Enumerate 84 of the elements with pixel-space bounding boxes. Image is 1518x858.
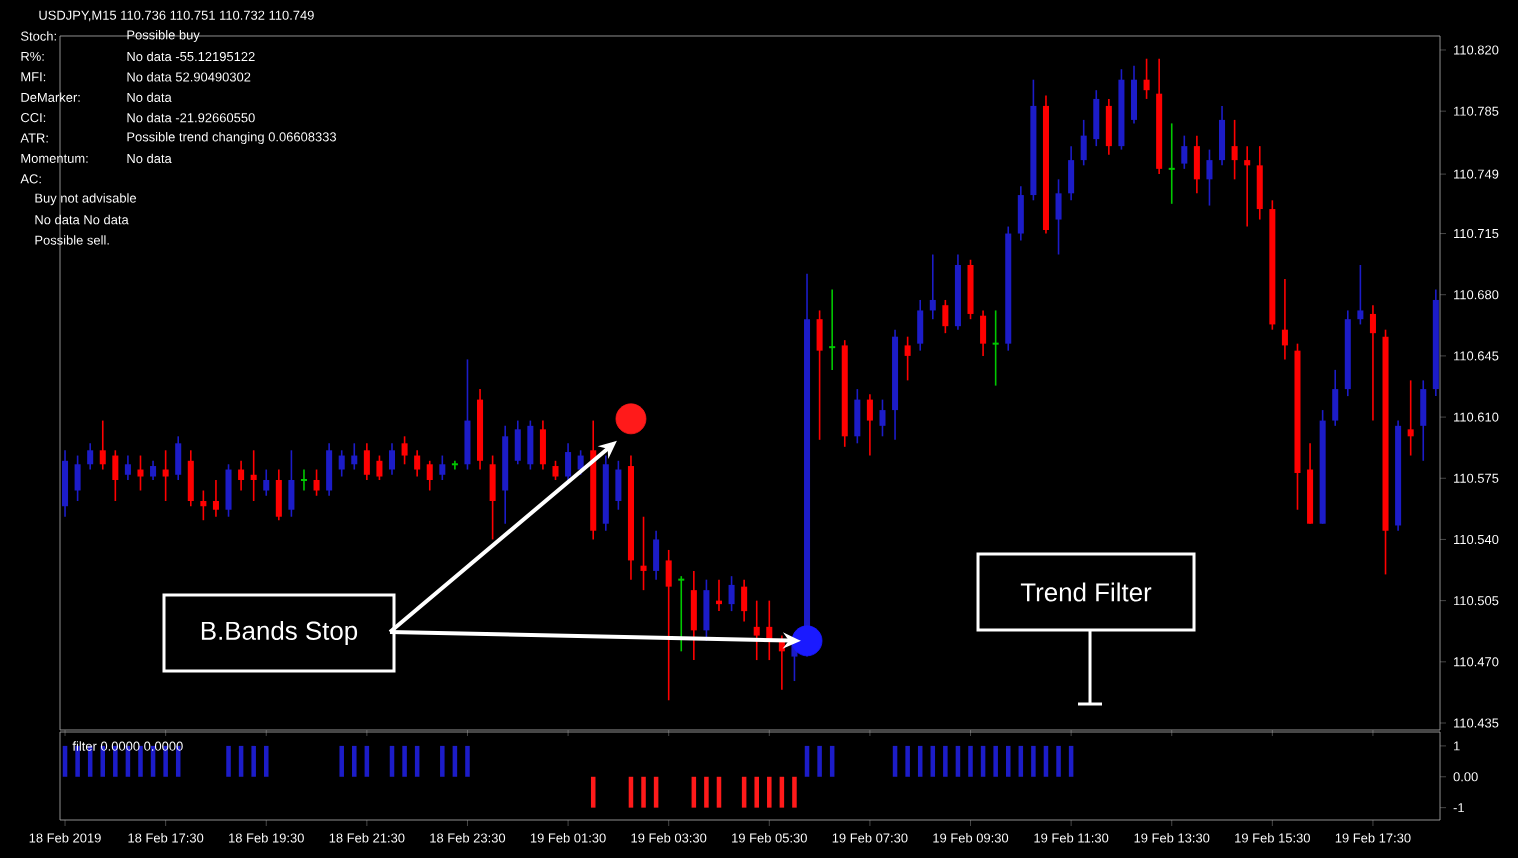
candlestick: [250, 449, 257, 502]
candlestick: [1256, 145, 1263, 221]
candlestick: [225, 463, 232, 518]
annotation: B.Bands Stop: [201, 620, 358, 646]
candlestick: [376, 454, 383, 481]
candlestick: [1219, 105, 1226, 167]
candlestick: [450, 459, 459, 471]
candlestick: [439, 454, 446, 481]
candlestick: [351, 442, 358, 471]
candlestick: [87, 442, 94, 471]
candlestick: [1068, 145, 1075, 202]
candlestick: [1130, 64, 1138, 125]
candlestick: [1369, 304, 1376, 422]
candlestick: [326, 442, 333, 497]
candlestick: [991, 309, 1000, 387]
candlestick: [980, 309, 987, 357]
candlestick: [99, 419, 106, 471]
candlestick: [816, 309, 823, 441]
candlestick: [741, 578, 748, 623]
candlestick: [1420, 379, 1427, 462]
candlestick: [527, 419, 534, 471]
candlestick: [1206, 148, 1213, 207]
candlestick: [1017, 185, 1024, 242]
candlestick: [942, 299, 949, 334]
candlestick: [1332, 369, 1339, 427]
candlestick: [200, 489, 207, 522]
candlestick: [690, 570, 697, 661]
candlestick: [565, 442, 572, 481]
candlestick: [74, 454, 81, 502]
candlestick: [1093, 89, 1100, 147]
candlestick: [1167, 122, 1176, 205]
candlestick: [187, 449, 194, 508]
candlestick: [414, 449, 421, 478]
candlestick: [866, 393, 873, 457]
candlestick: [753, 599, 760, 661]
candlestick: [137, 454, 144, 492]
candlestick: [1143, 57, 1150, 100]
candlestick: [426, 459, 433, 492]
candlestick: [615, 459, 622, 511]
candlestick: [854, 388, 861, 445]
annotation: Trend Filter: [1020, 582, 1152, 602]
candlestick: [929, 253, 936, 320]
candlestick: [299, 468, 308, 492]
candlestick: [238, 459, 245, 492]
candlestick: [150, 459, 157, 481]
candlestick: [62, 449, 69, 518]
candlestick: [552, 459, 559, 481]
candlestick: [703, 578, 710, 642]
candlestick: [828, 288, 837, 371]
candlestick: [288, 449, 295, 518]
candlestick: [514, 419, 521, 466]
candlestick: [338, 449, 345, 478]
candlestick: [112, 449, 119, 502]
candlestick: [263, 468, 270, 497]
candlestick: [1357, 264, 1364, 326]
candlestick: [539, 419, 546, 471]
candlestick: [489, 454, 496, 541]
candlestick: [1193, 134, 1200, 195]
candlestick: [879, 398, 886, 438]
candlestick: [728, 575, 735, 612]
candlestick: [175, 435, 182, 481]
candlestick: [313, 468, 320, 497]
candlestick: [162, 449, 169, 502]
candlestick: [275, 468, 282, 522]
candlestick: [1055, 178, 1062, 256]
candlestick: [1231, 119, 1238, 181]
candlestick: [917, 299, 924, 352]
candlestick: [1407, 379, 1414, 457]
candlestick: [653, 529, 660, 581]
candlestick: [640, 515, 647, 591]
candlestick: [1080, 119, 1087, 167]
candlestick: [464, 358, 471, 471]
candlestick: [1181, 134, 1188, 170]
candlestick: [1281, 278, 1288, 361]
candlestick: [388, 442, 396, 476]
candlestick: [677, 575, 686, 653]
candlestick: [1105, 98, 1112, 156]
candlestick: [401, 435, 408, 466]
candlestick: [1244, 145, 1251, 228]
candlestick: [363, 442, 370, 481]
candlestick: [665, 549, 672, 702]
candlestick: [212, 479, 219, 518]
candlestick: [904, 335, 911, 382]
candlestick: [124, 454, 131, 481]
